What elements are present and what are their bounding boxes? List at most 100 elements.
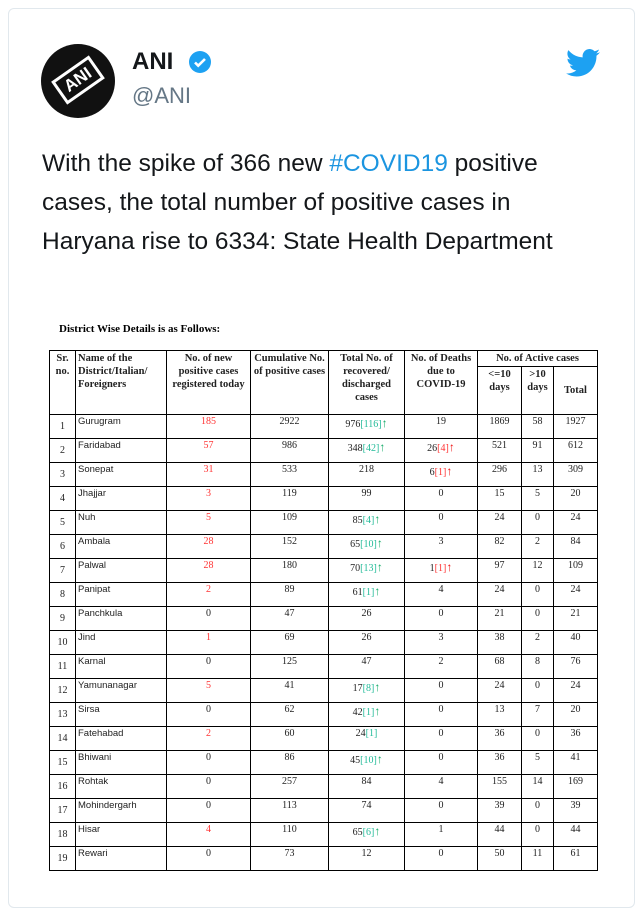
deaths-count: 0 — [438, 680, 444, 691]
cumulative-cases: 69 — [250, 630, 329, 655]
recovered-cell: 74 — [328, 798, 405, 823]
district-name: Yamunanagar — [75, 678, 167, 703]
deaths-cell: 4 — [404, 582, 478, 607]
active-total: 169 — [553, 774, 598, 799]
recovered-delta: [1] — [362, 707, 375, 718]
header-name: Name of the District/Italian/ Foreigners — [75, 350, 167, 415]
sr-no: 6 — [49, 534, 76, 559]
sr-no: 18 — [49, 822, 76, 847]
up-arrow-icon: ↑ — [374, 704, 381, 718]
active-gt10: 5 — [521, 750, 554, 775]
sr-no: 16 — [49, 774, 76, 799]
recovered-delta: [42] — [362, 443, 380, 454]
active-le10: 21 — [477, 606, 522, 631]
deaths-count: 0 — [438, 800, 444, 811]
sr-no: 10 — [49, 630, 76, 655]
recovered-cell: 85[4]↑ — [328, 510, 405, 535]
district-name: Jhajjar — [75, 486, 167, 511]
recovered-delta: [1] — [362, 587, 375, 598]
active-gt10: 0 — [521, 726, 554, 751]
new-cases: 5 — [166, 510, 251, 535]
new-cases: 0 — [166, 774, 251, 799]
active-gt10: 0 — [521, 606, 554, 631]
new-cases: 28 — [166, 534, 251, 559]
table-row: 17 Mohindergarh 0 113 74 0 39 0 39 — [49, 798, 598, 823]
recovered-count: 26 — [361, 608, 372, 619]
active-total: 1927 — [553, 414, 598, 439]
table-row: 18 Hisar 4 110 65[6]↑ 1 44 0 44 — [49, 822, 598, 847]
avatar[interactable]: ANI — [41, 44, 115, 118]
tweet-text-part: With the spike of 366 new — [42, 150, 330, 177]
deaths-cell: 26[4]↑ — [404, 438, 478, 463]
deaths-count: 1 — [429, 563, 435, 574]
deaths-count: 0 — [438, 512, 444, 523]
active-le10: 68 — [477, 654, 522, 679]
deaths-count: 0 — [438, 848, 444, 859]
recovered-count: 976 — [345, 419, 361, 430]
sr-no: 1 — [49, 414, 76, 439]
recovered-count: 65 — [350, 539, 361, 550]
district-name: Sonepat — [75, 462, 167, 487]
header-cumulative: Cumulative No. of positive cases — [250, 350, 329, 415]
hashtag-link[interactable]: #COVID19 — [329, 150, 448, 177]
up-arrow-icon: ↑ — [376, 752, 383, 766]
table-row: 2 Faridabad 57 986 348[42]↑ 26[4]↑ 521 91 612 — [49, 438, 598, 463]
recovered-delta: [4] — [362, 515, 375, 526]
header-total: Total — [553, 366, 598, 415]
sr-no: 4 — [49, 486, 76, 511]
deaths-cell: 0 — [404, 606, 478, 631]
active-le10: 1869 — [477, 414, 522, 439]
active-total: 309 — [553, 462, 598, 487]
table-row: 13 Sirsa 0 62 42[1]↑ 0 13 7 20 — [49, 702, 598, 727]
tweet-text-part: positive cases, the total number of posi… — [42, 150, 553, 255]
active-gt10: 14 — [521, 774, 554, 799]
deaths-count: 2 — [438, 656, 444, 667]
sr-no: 9 — [49, 606, 76, 631]
active-le10: 15 — [477, 486, 522, 511]
deaths-count: 4 — [438, 584, 444, 595]
header-le10: <=10 days — [477, 366, 522, 415]
active-gt10: 2 — [521, 630, 554, 655]
active-total: 44 — [553, 822, 598, 847]
table-row: 12 Yamunanagar 5 41 17[8]↑ 0 24 0 24 — [49, 678, 598, 703]
active-total: 76 — [553, 654, 598, 679]
recovered-cell: 70[13]↑ — [328, 558, 405, 583]
header-deaths: No. of Deaths due to COVID-19 — [404, 350, 478, 415]
recovered-delta: [6] — [362, 827, 375, 838]
cumulative-cases: 73 — [250, 846, 329, 871]
deaths-count: 0 — [438, 488, 444, 499]
district-name: Karnal — [75, 654, 167, 679]
table-row: 1 Gurugram 185 2922 976[116]↑ 19 1869 58 1927 — [49, 414, 598, 439]
district-name: Gurugram — [75, 414, 167, 439]
author-name[interactable]: ANI — [132, 48, 174, 75]
up-arrow-icon: ↑ — [446, 560, 453, 574]
cumulative-cases: 125 — [250, 654, 329, 679]
cumulative-cases: 86 — [250, 750, 329, 775]
recovered-count: 74 — [361, 800, 372, 811]
new-cases: 185 — [166, 414, 251, 439]
active-gt10: 12 — [521, 558, 554, 583]
recovered-cell: 45[10]↑ — [328, 750, 405, 775]
cumulative-cases: 257 — [250, 774, 329, 799]
deaths-count: 19 — [436, 416, 446, 427]
new-cases: 31 — [166, 462, 251, 487]
active-gt10: 0 — [521, 510, 554, 535]
deaths-cell: 0 — [404, 486, 478, 511]
active-total: 612 — [553, 438, 598, 463]
active-gt10: 2 — [521, 534, 554, 559]
verified-badge-icon — [189, 51, 211, 73]
twitter-bird-icon[interactable] — [566, 48, 600, 78]
active-le10: 50 — [477, 846, 522, 871]
sr-no: 5 — [49, 510, 76, 535]
recovered-count: 65 — [352, 827, 363, 838]
new-cases: 0 — [166, 606, 251, 631]
table-row: 4 Jhajjar 3 119 99 0 15 5 20 — [49, 486, 598, 511]
district-name: Palwal — [75, 558, 167, 583]
author-handle[interactable]: @ANI — [132, 83, 192, 108]
district-name: Panchkula — [75, 606, 167, 631]
recovered-count: 348 — [347, 443, 363, 454]
deaths-cell: 1[1]↑ — [404, 558, 478, 583]
active-le10: 82 — [477, 534, 522, 559]
deaths-count: 6 — [429, 467, 435, 478]
up-arrow-icon: ↑ — [374, 584, 381, 598]
